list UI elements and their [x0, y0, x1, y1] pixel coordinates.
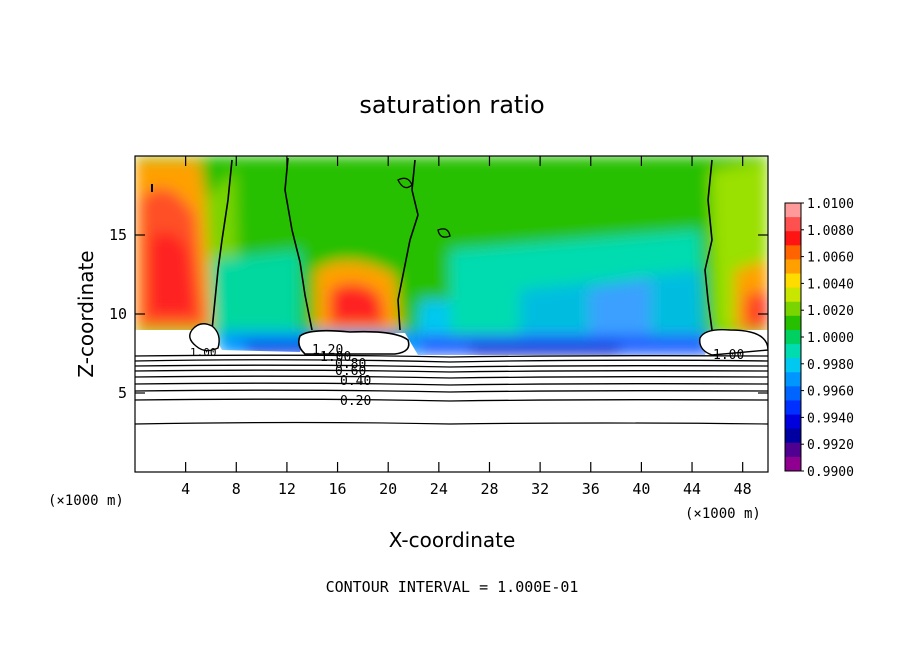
colorbar-swatch — [785, 414, 801, 430]
chart-title: saturation ratio — [359, 91, 544, 119]
x-tick-label: 24 — [430, 480, 448, 498]
colorbar-swatch — [785, 358, 801, 373]
colorbar-label: 0.9980 — [807, 358, 854, 373]
y-axis: 5 10 15 — [109, 226, 768, 402]
x-tick-label: 48 — [734, 480, 752, 498]
contour-label: 0.40 — [340, 374, 371, 389]
x-tick-label: 44 — [683, 480, 701, 498]
contour-label: 0.60 — [335, 364, 366, 379]
colorbar-swatch — [785, 315, 801, 331]
contour-label: 1.00 — [190, 346, 217, 359]
colorbar-label: 0.9920 — [807, 438, 854, 453]
colorbar-swatch — [785, 301, 801, 317]
colorbar-label: 1.0100 — [807, 197, 854, 212]
x-tick-label: 16 — [329, 480, 347, 498]
x-tick-label: 28 — [480, 480, 498, 498]
colorbar-swatch — [785, 442, 801, 458]
colorbar-label: 1.0080 — [807, 224, 854, 239]
colorbar-swatch — [785, 372, 801, 387]
colorbar-label: 0.9900 — [807, 465, 854, 480]
x-tick-label: 4 — [181, 480, 190, 498]
y-tick-label: 5 — [118, 384, 127, 402]
colorbar-swatch — [785, 456, 801, 472]
colorbar-swatch — [785, 400, 801, 416]
y-axis-title: Z-coordinate — [74, 250, 98, 377]
colorbar-swatch — [785, 217, 801, 232]
saturation-field — [135, 156, 768, 472]
x-multiplier-right: (×1000 m) — [685, 506, 761, 522]
contour-label: 0.20 — [340, 394, 371, 409]
contour-interval-note: CONTOUR INTERVAL = 1.000E-01 — [326, 578, 579, 596]
colorbar-label: 1.0040 — [807, 277, 854, 292]
x-multiplier-left: (×1000 m) — [48, 493, 124, 509]
colorbar-label: 1.0060 — [807, 251, 854, 266]
colorbar: 1.0100 1.0080 1.0060 1.0040 1.0020 1.0000 0.99… — [784, 197, 854, 480]
colorbar-label: 1.0000 — [807, 331, 854, 346]
colorbar-swatch — [785, 386, 801, 401]
colorbar-swatch — [785, 428, 801, 444]
colorbar-swatch — [785, 287, 801, 303]
x-tick-label: 32 — [531, 480, 549, 498]
colorbar-swatch — [785, 344, 801, 359]
contour-label: 1.00 — [713, 348, 744, 363]
x-axis-title: X-coordinate — [389, 528, 516, 552]
colorbar-label: 0.9940 — [807, 411, 854, 426]
colorbar-swatch — [785, 329, 801, 345]
x-tick-label: 40 — [632, 480, 650, 498]
x-tick-label: 8 — [232, 480, 241, 498]
colorbar-swatch — [785, 259, 801, 275]
colorbar-swatch — [785, 273, 801, 289]
contour-label: 1.00 — [320, 350, 351, 365]
x-tick-label: 36 — [582, 480, 600, 498]
contour-labels: 1.20 1.00 0.80 0.60 0.40 0.20 1.00 1.00 — [190, 343, 744, 409]
colorbar-swatch — [785, 245, 801, 260]
colorbar-swatch — [785, 231, 801, 246]
y-tick-label: 10 — [109, 305, 127, 323]
x-tick-label: 20 — [379, 480, 397, 498]
y-tick-label: 15 — [109, 226, 127, 244]
contour-label: 0.80 — [335, 357, 366, 372]
contour-label: 1.20 — [312, 343, 343, 358]
colorbar-label: 1.0020 — [807, 304, 854, 319]
colorbar-swatch — [785, 203, 801, 218]
colorbar-label: 0.9960 — [807, 385, 854, 400]
x-tick-label: 12 — [278, 480, 296, 498]
x-axis: 4 8 12 16 20 24 28 32 36 40 44 48 — [181, 156, 752, 498]
